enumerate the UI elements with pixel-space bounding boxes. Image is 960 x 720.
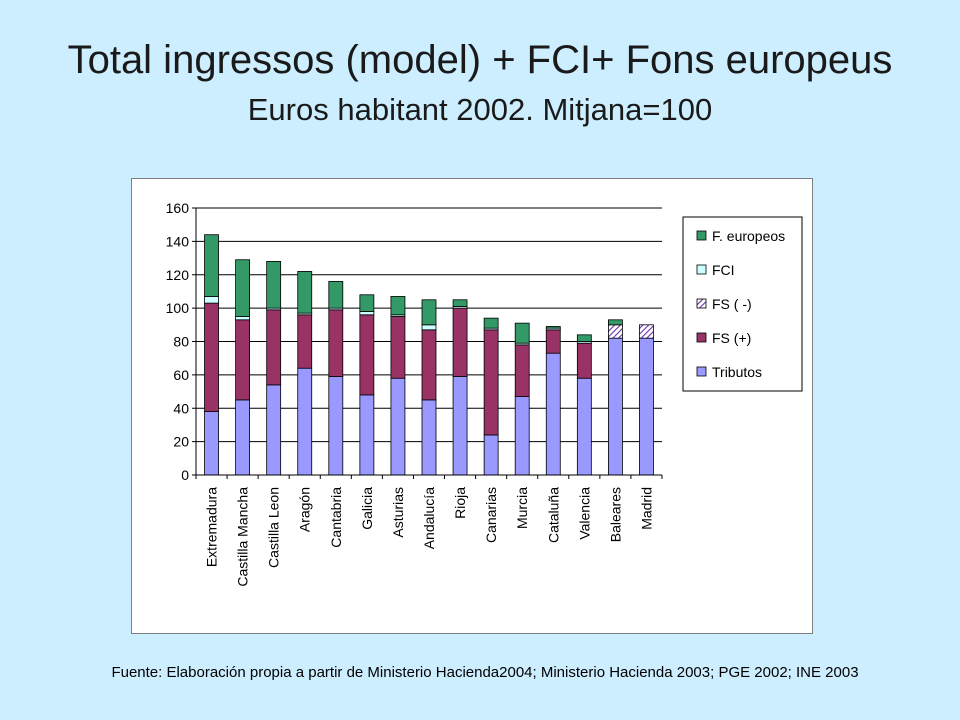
- bar-segment: [483, 329, 499, 436]
- source-footnote: Fuente: Elaboración propia a partir de M…: [111, 664, 859, 681]
- bar-segment: [297, 314, 313, 369]
- y-tick-label: 60: [173, 367, 189, 383]
- x-tick-label: Madrid: [638, 487, 654, 530]
- bar-segment: [452, 376, 468, 476]
- bar-segment: [359, 294, 375, 312]
- y-tick-label: 120: [166, 267, 190, 283]
- legend-label: FS ( -): [712, 296, 752, 312]
- bar-segment: [421, 299, 437, 326]
- y-tick-label: 100: [166, 300, 190, 316]
- x-tick-label: Castilla Leon: [266, 487, 282, 568]
- bar-segment: [607, 337, 623, 476]
- chart-panel: 0 20 40 60 80 100 120 140 160 Extremadura Castilla…: [131, 178, 813, 634]
- legend-swatch: [696, 332, 707, 343]
- x-tick-label: Rioja: [452, 487, 468, 519]
- bar-segment: [514, 322, 530, 344]
- bar-segment: [204, 302, 219, 412]
- bar-segment: [235, 259, 250, 317]
- bar-segment: [266, 309, 282, 386]
- bar-segment: [421, 399, 437, 476]
- x-tick-label: Castilla Mancha: [235, 487, 251, 587]
- x-tick-label: Asturias: [390, 487, 406, 538]
- bar-segment: [359, 311, 375, 316]
- bar-segment: [545, 352, 561, 476]
- bar-segment: [639, 337, 654, 476]
- bar-segment: [390, 377, 406, 476]
- bar-segment: [359, 314, 375, 396]
- bar-segment: [576, 342, 592, 379]
- y-tick-label: 160: [166, 200, 190, 216]
- y-tick-label: 40: [173, 400, 189, 416]
- y-tick-label: 0: [181, 467, 189, 483]
- stacked-bar-chart: 0 20 40 60 80 100 120 140 160 Extremadura Castilla…: [166, 200, 803, 587]
- x-tick-label: Murcia: [514, 487, 530, 529]
- bar-segment: [204, 411, 219, 476]
- x-tick-label: Andalucía: [421, 487, 437, 549]
- bar-segment: [421, 329, 437, 401]
- bar-segment: [483, 434, 499, 476]
- y-tick-label: 20: [173, 434, 189, 450]
- legend-label: FCI: [712, 262, 735, 278]
- x-tick-label: Extremadura: [204, 487, 220, 567]
- legend-swatch: [696, 298, 707, 309]
- bar-segment: [235, 319, 250, 401]
- bar-segment: [235, 316, 250, 321]
- legend-label: Tributos: [712, 364, 762, 380]
- bar-segment: [204, 296, 219, 304]
- bar-segment: [639, 324, 654, 339]
- bar-segment: [235, 399, 250, 476]
- y-tick-label: 80: [173, 334, 189, 350]
- bar-segment: [328, 281, 344, 309]
- x-tick-label: Canarias: [483, 487, 499, 543]
- x-tick-label: Valencia: [576, 487, 592, 540]
- bar-segment: [328, 376, 344, 476]
- bar-segment: [390, 316, 406, 379]
- bar-segment: [328, 309, 344, 377]
- bar-segment: [607, 319, 623, 326]
- legend: F. europeos FCI FS ( -) FS (+) Tributos: [682, 216, 803, 392]
- bar-segment: [266, 261, 282, 309]
- y-tick-label: 140: [166, 233, 190, 249]
- x-tick-label: Aragón: [297, 487, 313, 532]
- bar-segment: [297, 271, 313, 314]
- bar-segment: [514, 344, 530, 397]
- bar-segment: [545, 326, 561, 329]
- legend-label: FS (+): [712, 330, 751, 346]
- legend-label: F. europeos: [712, 228, 785, 244]
- slide-title: Total ingressos (model) + FCI+ Fons euro…: [67, 38, 893, 82]
- bar-segment: [514, 396, 530, 476]
- bar-segment: [390, 296, 406, 316]
- bar-segment: [204, 234, 219, 297]
- x-tick-label: Cantabria: [328, 487, 344, 548]
- bar-segment: [483, 317, 499, 329]
- axes: 0 20 40 60 80 100 120 140 160 Extremadura Castilla…: [166, 200, 663, 587]
- slide-subtitle: Euros habitant 2002. Mitjana=100: [247, 92, 713, 127]
- bar-segment: [266, 384, 282, 476]
- bar-segment: [297, 367, 313, 476]
- bar-segment: [421, 324, 437, 331]
- bar-segment: [545, 329, 561, 354]
- bar-segment: [576, 334, 592, 342]
- x-tick-label: Cataluña: [545, 487, 561, 543]
- legend-swatch: [696, 264, 707, 275]
- bars: [204, 234, 654, 476]
- x-tick-label: Baleares: [607, 487, 623, 542]
- bar-segment: [576, 377, 592, 476]
- bar-segment: [359, 394, 375, 476]
- bar-segment: [452, 299, 468, 307]
- legend-swatch: [696, 230, 707, 241]
- x-tick-label: Galicia: [359, 487, 375, 530]
- bar-segment: [607, 324, 623, 339]
- bar-segment: [452, 307, 468, 377]
- legend-swatch: [696, 366, 707, 377]
